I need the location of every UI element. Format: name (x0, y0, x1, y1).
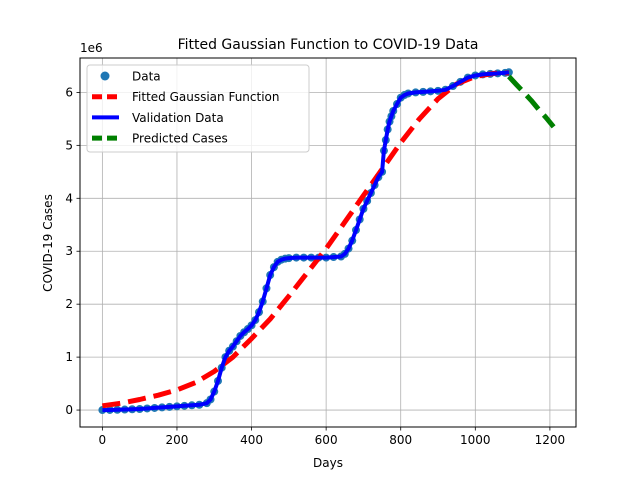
y-axis-offset-label: 1e6 (80, 41, 103, 55)
legend-entry-label: Validation Data (132, 111, 224, 125)
x-tick-label: 400 (240, 433, 263, 447)
legend-entry-label: Data (132, 70, 161, 84)
x-tick-label: 1200 (535, 433, 566, 447)
legend-entry-label: Fitted Gaussian Function (132, 90, 280, 104)
legend-entry-label: Predicted Cases (132, 132, 228, 146)
plot-frame (79, 57, 577, 428)
x-axis-label: Days (313, 456, 343, 470)
y-axis-ticks: 0 1 2 3 4 5 6 (65, 85, 80, 417)
x-tick-label: 200 (166, 433, 189, 447)
legend: Data Fitted Gaussian Function Validation D… (86, 64, 310, 153)
legend-box (86, 64, 310, 153)
x-axis-ticks: 0 200 400 600 800 1000 1200 (99, 427, 566, 447)
y-tick-label: 5 (65, 138, 73, 152)
y-tick-label: 0 (65, 403, 73, 417)
y-tick-label: 3 (65, 244, 73, 258)
x-tick-label: 800 (389, 433, 412, 447)
y-tick-label: 4 (65, 191, 73, 205)
legend-marker (100, 71, 110, 81)
y-tick-label: 6 (65, 85, 73, 99)
x-tick-label: 600 (315, 433, 338, 447)
y-axis-label: COVID-19 Cases (41, 194, 55, 292)
fitted-gaussian-function-line (102, 70, 510, 409)
validation-data-line (102, 70, 510, 413)
series-layer (98, 68, 556, 415)
predicted-cases-line (507, 74, 556, 129)
y-tick-label: 2 (65, 297, 73, 311)
y-tick-label: 1 (65, 350, 73, 364)
x-tick-label: 0 (99, 433, 107, 447)
chart-title: Fitted Gaussian Function to COVID-19 Dat… (178, 37, 479, 53)
x-tick-label: 1000 (460, 433, 491, 447)
